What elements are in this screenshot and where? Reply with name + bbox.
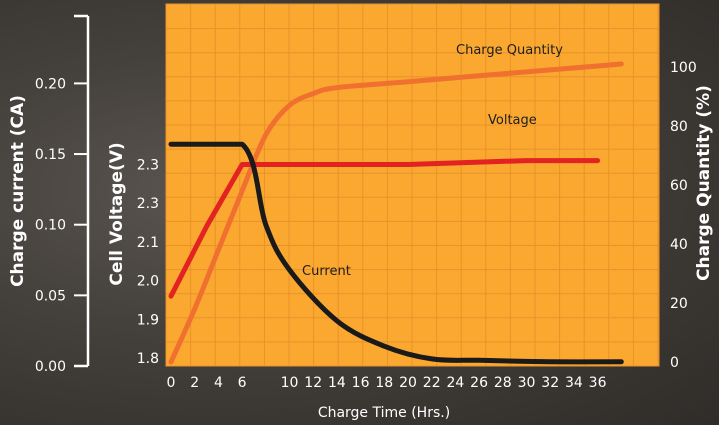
charge-quantity-line xyxy=(168,61,624,365)
x-tick-label: 30 xyxy=(518,375,536,391)
charge-quantity-tick-label: 40 xyxy=(670,237,688,253)
current-tick-label: 0.00 xyxy=(35,359,66,375)
x-tick-label: 22 xyxy=(423,375,441,391)
plot-border xyxy=(165,3,660,367)
current-axis-line xyxy=(74,14,90,368)
current-axis-title: Charge current (CA) xyxy=(8,95,28,287)
x-tick-label: 2 xyxy=(190,375,199,391)
annotation-current: Current xyxy=(302,264,351,279)
voltage-tick-label: 2.1 xyxy=(137,235,159,251)
current-axis: 0.00 0.05 0.10 0.15 0.20 xyxy=(35,76,88,375)
x-axis-title: Charge Time (Hrs.) xyxy=(318,405,450,421)
current-line xyxy=(168,141,624,365)
x-tick-label: 14 xyxy=(328,375,346,391)
grid-lines xyxy=(166,4,659,366)
voltage-tick-label: 2.3 xyxy=(137,196,159,212)
current-tick-label: 0.15 xyxy=(35,147,66,163)
x-tick-label: 24 xyxy=(446,375,464,391)
x-tick-label: 18 xyxy=(375,375,393,391)
current-tick-label: 0.05 xyxy=(35,288,66,304)
x-tick-label: 6 xyxy=(238,375,247,391)
voltage-line xyxy=(168,158,601,299)
voltage-tick-label: 1.9 xyxy=(137,312,159,328)
voltage-tick-label: 2.0 xyxy=(137,274,159,290)
charge-quantity-tick-label: 80 xyxy=(670,119,688,135)
annotation-charge-quantity: Charge Quantity xyxy=(456,43,563,58)
voltage-tick-label: 1.8 xyxy=(137,351,159,367)
x-tick-label: 28 xyxy=(494,375,512,391)
x-tick-label: 12 xyxy=(304,375,322,391)
voltage-tick-label: 2.3 xyxy=(137,158,159,174)
x-tick-label: 0 xyxy=(167,375,176,391)
current-tick-label: 0.20 xyxy=(35,76,66,92)
series-group xyxy=(168,61,624,365)
charge-quantity-axis: 0 20 40 60 80 100 xyxy=(670,60,697,371)
annotation-voltage: Voltage xyxy=(488,113,537,128)
x-tick-label: 20 xyxy=(399,375,417,391)
x-axis: 0 2 4 6 10 12 14 16 18 20 22 24 26 28 30 32 34 36 xyxy=(167,375,607,391)
x-tick-label: 16 xyxy=(352,375,370,391)
charge-quantity-axis-title: Charge Quantity (%) xyxy=(694,85,714,281)
current-tick-label: 0.10 xyxy=(35,218,66,234)
x-tick-label: 10 xyxy=(281,375,299,391)
charge-quantity-tick-label: 100 xyxy=(670,60,697,76)
voltage-axis-title: Cell Voltage(V) xyxy=(107,142,127,285)
x-tick-label: 26 xyxy=(470,375,488,391)
charge-quantity-tick-label: 20 xyxy=(670,296,688,312)
charge-quantity-tick-label: 60 xyxy=(670,178,688,194)
x-tick-label: 32 xyxy=(541,375,559,391)
voltage-axis: 1.8 1.9 2.0 2.1 2.3 2.3 xyxy=(137,158,159,368)
x-tick-label: 36 xyxy=(589,375,607,391)
x-tick-label: 34 xyxy=(565,375,583,391)
charge-quantity-tick-label: 0 xyxy=(670,355,679,371)
x-tick-label: 4 xyxy=(214,375,223,391)
